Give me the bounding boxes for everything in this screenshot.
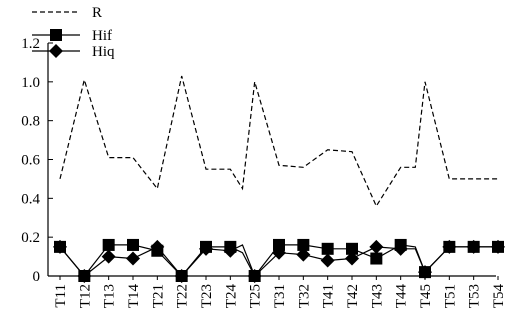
- diamond-marker: [466, 239, 481, 254]
- x-tick-label: T44: [394, 284, 410, 309]
- diamond-marker: [126, 251, 140, 266]
- diamond-marker: [174, 269, 189, 283]
- square-marker: [50, 29, 62, 41]
- x-tick-label: T11: [53, 284, 69, 308]
- y-tick-label: 0.6: [21, 153, 40, 169]
- square-marker: [273, 238, 285, 251]
- y-tick-label: 0: [33, 269, 41, 285]
- square-marker: [102, 238, 115, 251]
- x-tick-label: T43: [369, 284, 385, 308]
- y-tick-label: 1.0: [21, 75, 40, 91]
- x-tick-label: T24: [223, 284, 239, 309]
- diamond-marker: [393, 241, 408, 256]
- series-layer: [53, 75, 505, 283]
- legend-label-hiq: Hiq: [92, 44, 115, 60]
- x-tick-label: T23: [199, 284, 215, 308]
- diamond-marker: [345, 251, 359, 266]
- x-tick-label: T31: [272, 284, 288, 308]
- square-marker: [321, 242, 334, 255]
- y-tick-label: 0.8: [21, 114, 40, 130]
- diamond-marker: [150, 239, 165, 254]
- diamond-marker: [49, 44, 63, 58]
- x-tick-label: T54: [491, 284, 507, 309]
- square-marker: [297, 238, 310, 251]
- diamond-marker: [369, 239, 384, 254]
- diamond-marker: [272, 245, 286, 260]
- diamond-marker: [296, 247, 311, 262]
- legend-label-r: R: [92, 5, 102, 21]
- x-tick-label: T42: [345, 284, 361, 308]
- y-tick-label: 1.2: [21, 36, 40, 52]
- series-markers-hiq: [53, 239, 505, 283]
- x-tick-label: T32: [296, 284, 312, 308]
- x-tick-label: T25: [248, 284, 264, 308]
- x-tick-label: T14: [126, 284, 142, 309]
- diamond-marker: [320, 253, 335, 268]
- diamond-marker: [223, 243, 238, 258]
- diamond-marker: [101, 249, 116, 264]
- y-tick-label: 0.4: [21, 191, 40, 207]
- x-tick-label: T41: [321, 284, 337, 308]
- series-line-r: [59, 75, 498, 208]
- x-tick-label: T45: [418, 284, 434, 308]
- diamond-marker: [199, 241, 213, 256]
- diamond-marker: [491, 239, 505, 254]
- x-tick-label: T53: [467, 284, 483, 308]
- square-marker: [370, 252, 383, 265]
- diamond-marker: [77, 269, 92, 283]
- x-tick-label: T22: [175, 284, 191, 308]
- diamond-marker: [418, 265, 432, 280]
- x-tick-label: T12: [77, 284, 93, 308]
- axes: 0 0.2 0.4 0.6 0.8 1.0 1.2 T11 T12 T13 T14 T21 T22 T23…: [21, 36, 507, 308]
- diamond-marker: [442, 239, 457, 254]
- y-tick-label: 0.2: [21, 230, 40, 246]
- x-tick-label: T13: [102, 284, 118, 308]
- diamond-marker: [53, 239, 67, 254]
- x-tick-label: T51: [442, 284, 458, 308]
- legend-label-hif: Hif: [92, 28, 112, 44]
- diamond-marker: [247, 269, 262, 283]
- x-tick-label: T21: [150, 284, 166, 308]
- square-marker: [346, 242, 358, 255]
- square-marker: [127, 238, 139, 251]
